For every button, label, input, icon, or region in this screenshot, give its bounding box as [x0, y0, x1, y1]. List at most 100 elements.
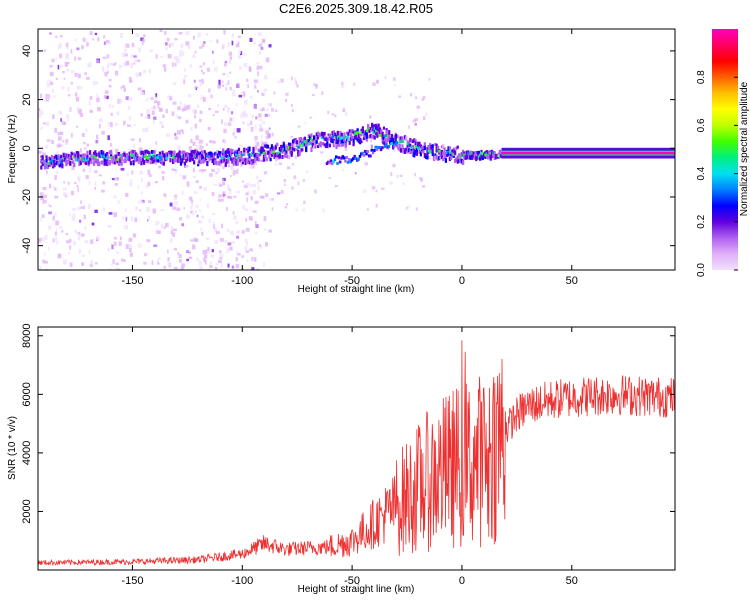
spectrogram-noise-cell	[131, 170, 134, 175]
spectrogram-noise-cell	[38, 111, 41, 114]
spectrogram-ridge-cell	[220, 153, 223, 158]
spectrogram-noise-cell	[157, 220, 160, 225]
spectrogram-ridge-cell	[336, 139, 339, 144]
spectrogram-noise-cell	[154, 181, 158, 184]
spectrogram-noise-cell	[121, 52, 126, 58]
spectrogram-noise-cell	[415, 96, 418, 100]
spectrogram-ridge-cell	[274, 152, 277, 158]
spectrogram-ridge-cell	[227, 147, 230, 152]
spectrogram-ridge-cell	[273, 146, 276, 151]
spectrogram-noise-cell	[67, 86, 70, 92]
spectrogram-noise-cell	[392, 77, 396, 81]
spectrogram-ridge-cell	[484, 151, 487, 155]
spectrogram-ridge-cell	[111, 159, 114, 164]
spectrogram-noise-cell	[116, 111, 120, 116]
spectrogram-noise-cell	[199, 118, 202, 123]
spectrogram-noise-cell	[159, 121, 163, 125]
spectrogram-ridge-cell	[199, 159, 202, 164]
spectrogram-ridge-cell	[264, 144, 267, 148]
spectrogram-noise-cell	[80, 148, 82, 153]
spectrogram-ridge-cell	[332, 130, 335, 134]
spectrogram-ridge-cell	[485, 150, 488, 155]
spectrogram-ridge-cell	[339, 139, 342, 144]
spectrogram-ridge-cell	[62, 152, 65, 158]
spectrogram-ridge-cell	[284, 152, 287, 158]
spectrogram-noise-cell	[65, 139, 69, 144]
spectrogram-ridge-cell	[262, 153, 266, 159]
spectrogram-noise-cell	[419, 176, 422, 180]
spectrogram-noise-cell	[246, 182, 250, 187]
x-tick-label: -50	[344, 275, 360, 287]
spectrogram-ridge-cell	[406, 150, 409, 154]
spectrogram-noise-cell	[258, 123, 262, 128]
spectrogram-noise-cell	[119, 164, 124, 167]
spectrogram-ridge-peak	[240, 152, 244, 156]
spectrogram-ridge-cell	[65, 153, 68, 159]
spectrogram-ridge-cell	[219, 159, 222, 164]
spectrogram-ridge-cell	[432, 156, 436, 162]
spectrogram-noise-cell	[58, 110, 63, 115]
spectrogram-ridge-cell	[476, 155, 479, 160]
spectrogram-noise-cell	[81, 45, 84, 50]
spectrogram-noise-cell	[146, 219, 149, 222]
spectrogram-noise-cell	[182, 51, 185, 57]
spectrogram-ridge-cell	[436, 156, 440, 161]
spectrogram-noise-cell	[197, 142, 200, 145]
spectrogram-ridge-cell	[136, 153, 139, 157]
spectrogram-ridge-cell	[136, 156, 139, 160]
spectrogram-noise-cell	[172, 82, 177, 85]
spectrogram-noise-cell	[241, 255, 244, 259]
spectrogram-noise-cell	[266, 108, 269, 112]
spectrogram-ridge-cell	[303, 136, 306, 141]
spectrogram-noise-cell	[59, 35, 63, 38]
spectrogram-noise-cell	[238, 66, 243, 70]
spectrogram-noise-cell	[256, 268, 260, 270]
spectrogram-ridge-cell	[193, 153, 196, 158]
spectrogram-ridge-cell	[444, 153, 448, 158]
spectrogram-noise-cell	[224, 60, 228, 64]
spectrogram-ridge-cell	[53, 163, 56, 168]
spectrogram-ridge-cell	[95, 158, 98, 164]
spectrogram-ridge-cell	[439, 155, 442, 160]
spectrogram-ridge-cell	[423, 152, 426, 158]
spectrogram-noise-cell	[258, 179, 262, 182]
spectrogram-noise-cell	[86, 143, 90, 147]
spectrogram-noise-cell	[55, 77, 58, 81]
spectrogram-noise-cell	[103, 95, 107, 99]
spectrogram-ridge-cell	[430, 144, 433, 150]
spectrogram-ridge-cell	[226, 154, 229, 158]
spectrogram-ridge-cell	[340, 139, 343, 144]
spectrogram-ridge-cell	[103, 157, 106, 163]
spectrogram-noise-cell	[68, 238, 72, 243]
spectrogram-ridge-cell	[231, 149, 234, 153]
spectrogram-ridge-cell	[260, 148, 263, 152]
spectrogram-noise-cell	[230, 117, 234, 122]
spectrogram-ridge-cell	[208, 151, 212, 156]
spectrogram-ridge-cell	[158, 151, 162, 157]
spectrogram-ridge-cell	[65, 159, 68, 164]
colorbar-label: Normalized spectral amplitude	[739, 81, 750, 216]
spectrogram-ridge-cell	[78, 158, 81, 163]
spectrogram-noise-cell	[259, 245, 263, 249]
spectrogram-ridge-cell	[272, 146, 275, 151]
spectrogram-noise-cell	[77, 187, 79, 192]
spectrogram-noise-cell	[152, 208, 157, 214]
spectrogram-ridge-cell	[320, 141, 324, 146]
spectrogram-ridge-cell	[290, 151, 293, 157]
spectrogram-noise-cell	[160, 55, 164, 59]
spectrogram-noise-cell	[77, 206, 81, 211]
spectrogram-ridge-cell	[222, 159, 225, 164]
spectrogram-noise-cell	[245, 250, 250, 253]
spectrogram-ridge-cell	[92, 161, 96, 166]
spectrogram-noise-cell	[256, 65, 259, 70]
spectrogram-ridge-cell	[390, 133, 393, 139]
spectrogram-noise-cell	[94, 262, 98, 265]
spectrogram-noise-cell	[235, 257, 238, 262]
spectrogram-noise-cell	[180, 265, 184, 270]
spectrogram-ridge-cell	[268, 150, 271, 155]
spectrogram-ridge-cell	[355, 136, 358, 140]
spectrogram-ridge-cell	[59, 154, 63, 159]
spectrogram-ridge-cell	[352, 138, 355, 143]
spectrogram-noise-cell	[271, 132, 274, 137]
spectrogram-ridge-cell	[291, 139, 295, 144]
